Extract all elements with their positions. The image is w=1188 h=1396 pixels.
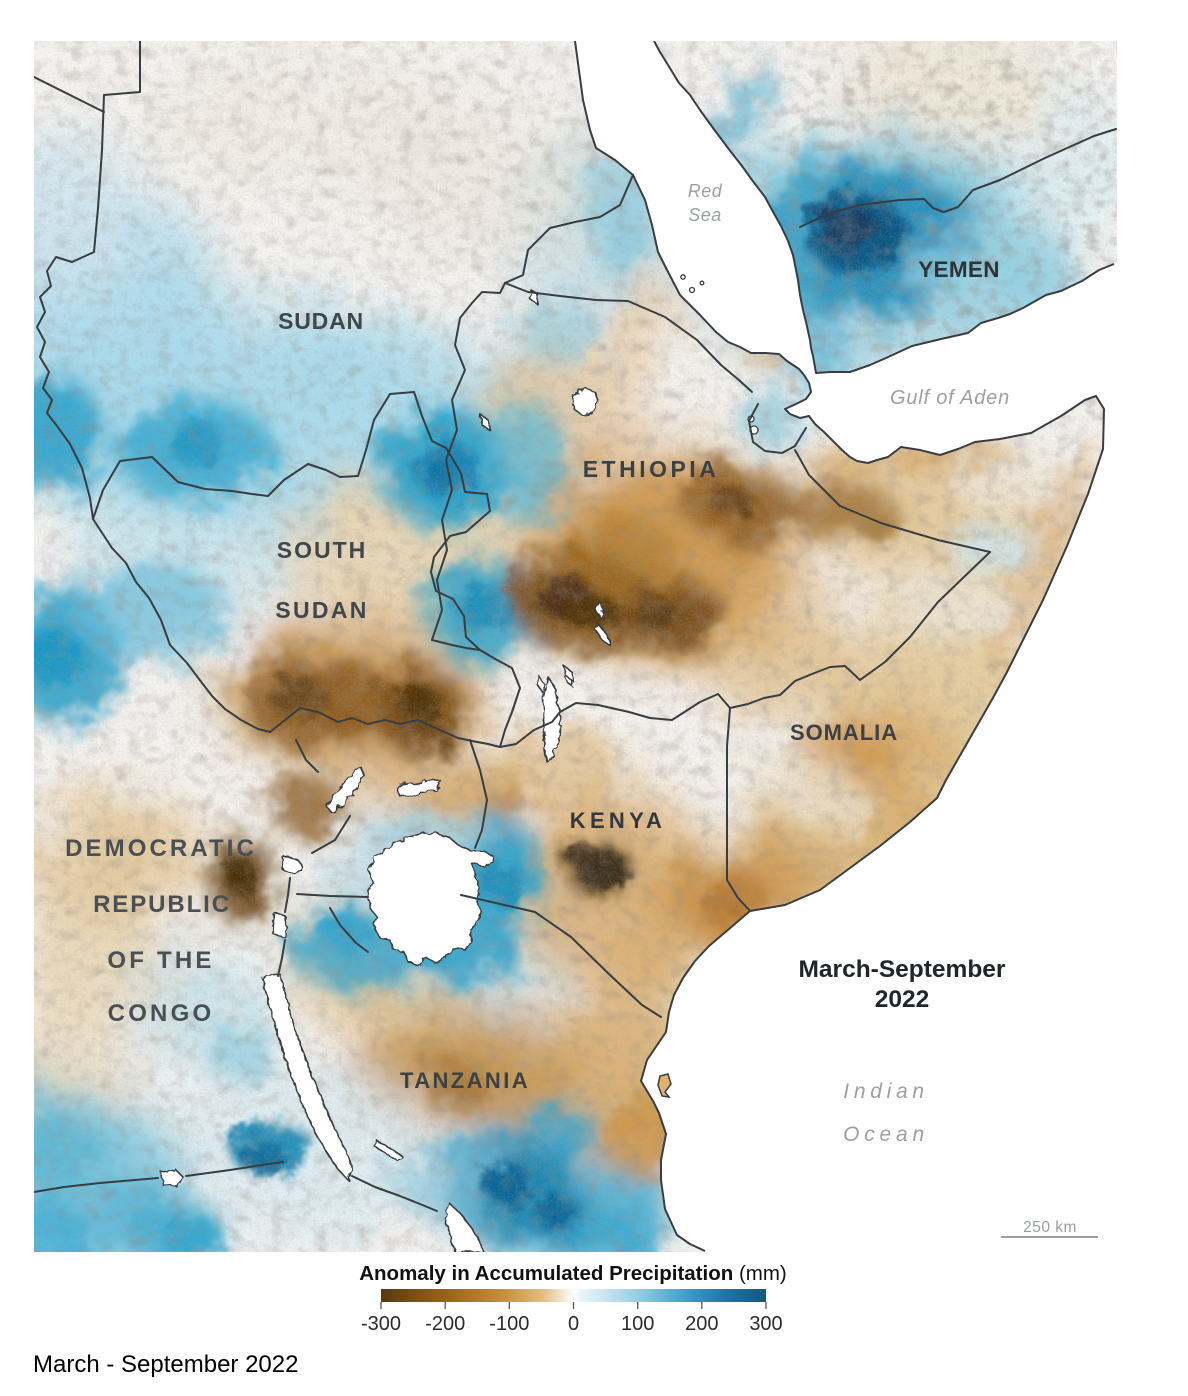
svg-text:2022: 2022 — [875, 986, 930, 1013]
svg-text:March-September: March-September — [799, 956, 1006, 983]
svg-text:TANZANIA: TANZANIA — [400, 1068, 530, 1093]
svg-text:Red: Red — [688, 181, 723, 201]
svg-text:March - September 2022: March - September 2022 — [33, 1351, 298, 1378]
svg-text:SOMALIA: SOMALIA — [790, 720, 898, 745]
svg-text:SUDAN: SUDAN — [278, 308, 364, 334]
svg-text:300: 300 — [749, 1313, 782, 1335]
svg-text:0: 0 — [568, 1313, 579, 1335]
svg-text:CONGO: CONGO — [108, 1000, 215, 1027]
svg-text:SUDAN: SUDAN — [275, 597, 368, 623]
svg-text:ETHIOPIA: ETHIOPIA — [583, 456, 720, 482]
svg-text:Ocean: Ocean — [843, 1123, 929, 1146]
svg-text:DEMOCRATIC: DEMOCRATIC — [65, 835, 257, 862]
svg-text:Anomaly in Accumulated Precipi: Anomaly in Accumulated Precipitation (mm… — [359, 1262, 787, 1285]
svg-text:Sea: Sea — [688, 205, 722, 225]
svg-text:YEMEN: YEMEN — [918, 257, 1000, 282]
svg-text:KENYA: KENYA — [570, 808, 667, 833]
svg-text:-200: -200 — [425, 1313, 465, 1335]
svg-text:200: 200 — [685, 1313, 718, 1335]
svg-text:250 km: 250 km — [1023, 1219, 1077, 1236]
svg-text:Indian: Indian — [843, 1080, 928, 1103]
svg-text:-300: -300 — [361, 1313, 401, 1335]
svg-text:OF THE: OF THE — [107, 947, 214, 974]
svg-text:Gulf of Aden: Gulf of Aden — [890, 387, 1010, 409]
svg-text:REPUBLIC: REPUBLIC — [93, 891, 231, 918]
svg-text:SOUTH: SOUTH — [277, 537, 368, 563]
svg-text:100: 100 — [621, 1313, 654, 1335]
svg-text:-100: -100 — [489, 1313, 529, 1335]
